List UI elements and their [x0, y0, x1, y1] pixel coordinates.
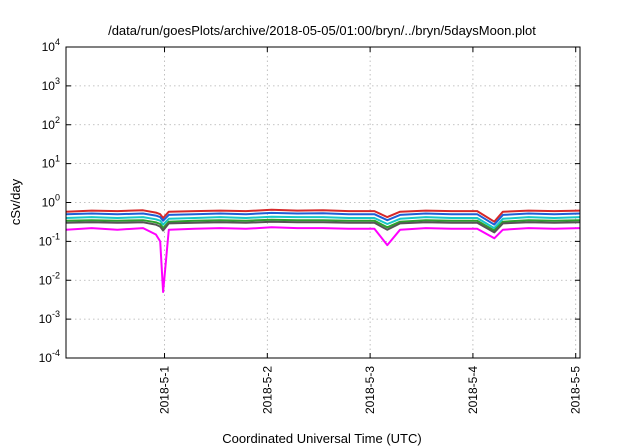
series-line-4	[65, 220, 581, 234]
series-layer	[65, 208, 581, 293]
x-tick-label: 2018-5-5	[569, 366, 583, 414]
series-line-1	[65, 211, 581, 226]
x-tick-label: 2018-5-2	[260, 366, 274, 414]
series-line-3	[65, 218, 581, 232]
x-axis-ticks: 2018-5-1 2018-5-2 2018-5-3 2018-5-4 2018-5-5	[158, 47, 583, 414]
y-tick-label: 10-4	[39, 348, 60, 365]
series-line-0	[65, 208, 581, 223]
y-tick-label: 10-3	[39, 309, 60, 326]
y-axis-label: cSv/day	[8, 178, 23, 225]
y-tick-label: 103	[42, 76, 60, 93]
y-tick-label: 10-2	[39, 270, 60, 287]
y-axis-ticks: 10-4 10-3 10-2 10-1 100 101 102 103 104	[39, 37, 580, 365]
x-axis-label: Coordinated Universal Time (UTC)	[222, 431, 421, 446]
y-tick-label: 10-1	[39, 231, 60, 248]
y-tick-label: 100	[42, 193, 60, 210]
x-tick-label: 2018-5-3	[363, 366, 377, 414]
series-line-5	[65, 226, 581, 293]
x-tick-label: 2018-5-1	[158, 366, 172, 414]
chart-title: /data/run/goesPlots/archive/2018-05-05/0…	[108, 23, 536, 38]
grid	[66, 47, 580, 358]
series-line-2	[65, 215, 581, 230]
y-tick-label: 102	[42, 115, 60, 132]
y-tick-label: 101	[42, 154, 60, 171]
x-tick-label: 2018-5-4	[466, 366, 480, 414]
y-tick-label: 104	[42, 37, 60, 54]
